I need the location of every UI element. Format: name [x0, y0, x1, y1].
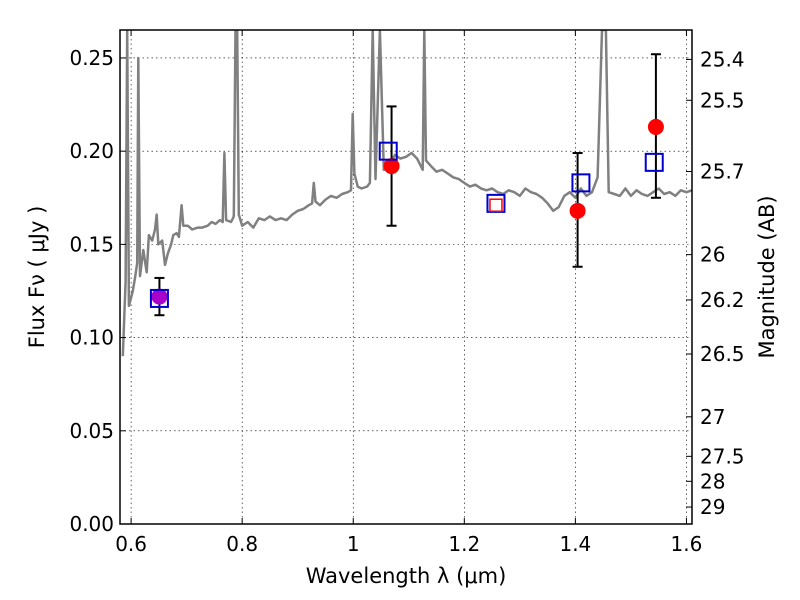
x-tick-label: 0.6 [115, 532, 147, 556]
spectrum-line [121, 30, 692, 357]
right-y-axis-label: Magnitude (AB) [755, 195, 779, 358]
y-tick-label: 0.15 [69, 232, 114, 256]
axis-ticks: 0.6 0.8 1 1.2 1.4 1.6 0.00 0.05 0.10 0.15 0.20 0.25… [69, 30, 745, 556]
observed-point [151, 288, 168, 305]
right-tick-label: 27.5 [700, 444, 745, 468]
y-tick-label: 0.25 [69, 46, 114, 70]
right-tick-label: 28 [700, 469, 725, 493]
y-axis-label: Flux Fν ( μJy ) [25, 206, 49, 349]
right-tick-label: 25.4 [700, 47, 745, 71]
right-tick-label: 29 [700, 495, 725, 519]
model-square [149, 288, 169, 308]
model-square [378, 141, 398, 161]
observed-point [383, 158, 400, 175]
model-square [571, 173, 591, 193]
y-tick-label: 0.05 [69, 419, 114, 443]
plot-area [121, 30, 692, 357]
x-tick-label: 1.2 [448, 532, 480, 556]
right-tick-label: 27 [700, 405, 725, 429]
x-tick-label: 1.4 [559, 532, 591, 556]
observed-point [647, 118, 664, 135]
right-tick-label: 26 [700, 243, 725, 267]
right-tick-label: 25.5 [700, 88, 745, 112]
y-tick-label: 0.00 [69, 512, 114, 536]
x-tick-label: 1.6 [671, 532, 703, 556]
right-tick-label: 26.5 [700, 342, 745, 366]
y-tick-label: 0.20 [69, 139, 114, 163]
observed-point [569, 202, 586, 219]
y-tick-label: 0.10 [69, 326, 114, 350]
x-tick-label: 1 [347, 532, 360, 556]
model-square [644, 152, 664, 172]
x-tick-label: 0.8 [226, 532, 258, 556]
x-axis-label: Wavelength λ (μm) [306, 564, 507, 588]
right-tick-label: 25.7 [700, 159, 745, 183]
small-square-marker [489, 198, 503, 212]
right-tick-label: 26.2 [700, 288, 745, 312]
plot-frame [119, 29, 693, 525]
